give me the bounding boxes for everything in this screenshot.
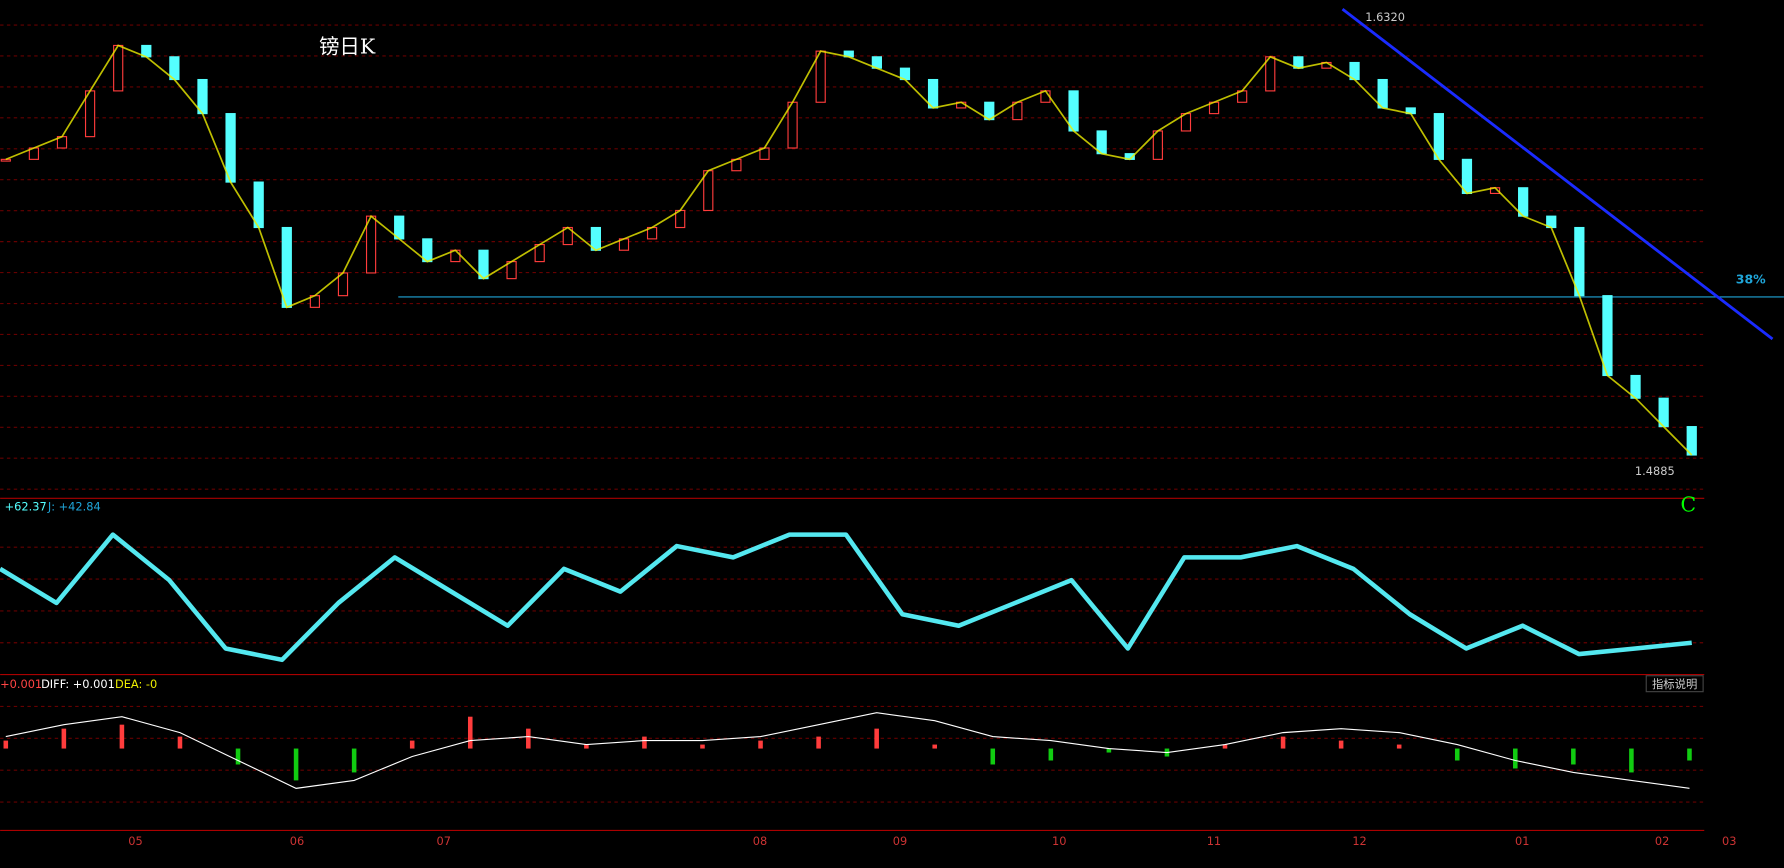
- diff-value: DIFF: +0.001: [41, 677, 115, 691]
- macd-bar: [1687, 748, 1692, 761]
- macd-bar: [3, 740, 9, 749]
- candle: [1574, 226, 1585, 297]
- date-label: 05: [128, 834, 142, 848]
- candle: [225, 113, 236, 183]
- macd-bar: [119, 724, 125, 749]
- candle: [113, 44, 124, 92]
- macd-bar: [1048, 748, 1054, 761]
- date-label: 01: [1515, 834, 1529, 848]
- macd-bar: [61, 728, 67, 749]
- macd-bar: [1629, 748, 1634, 773]
- macd-bar: [1513, 748, 1518, 769]
- high-label: 1.6320: [1365, 10, 1405, 24]
- k-line: [0, 532, 1692, 663]
- k-value: +62.37: [5, 499, 47, 513]
- macd-bar: [1454, 748, 1460, 761]
- macd-bar: [235, 748, 241, 765]
- candle: [787, 101, 798, 149]
- macd-bar: [816, 736, 821, 749]
- macd-bar: [177, 736, 183, 749]
- candle: [281, 226, 292, 308]
- candle: [815, 50, 826, 103]
- date-label: 06: [290, 834, 304, 848]
- macd-bar: [874, 728, 879, 749]
- date-label: 09: [893, 834, 907, 848]
- macd-bar: [467, 716, 473, 749]
- macd-bar: [526, 728, 531, 749]
- fib-label: 38%: [1736, 271, 1766, 286]
- chart-title: 镑日K: [319, 34, 376, 58]
- date-label: 02: [1655, 834, 1669, 848]
- candle: [0, 158, 11, 162]
- grid: [0, 24, 1705, 803]
- date-label: 10: [1052, 834, 1066, 848]
- macd-bar: [1338, 740, 1344, 749]
- indicator-help-text[interactable]: 指标说明: [1652, 677, 1697, 691]
- date-label: 08: [753, 834, 767, 848]
- trend-line: [1341, 7, 1774, 341]
- macd-bar: [990, 748, 996, 765]
- wave-label: C: [1680, 493, 1696, 517]
- candle: [1433, 113, 1444, 160]
- low-label: 1.4885: [1635, 464, 1675, 478]
- macd-bar: [1396, 744, 1402, 749]
- candle: [253, 181, 264, 229]
- candle: [365, 215, 377, 274]
- macd-bar: [293, 748, 299, 781]
- close-line: [5, 44, 1693, 456]
- macd-bar: [1280, 736, 1286, 749]
- dea-value: DEA: -0: [115, 677, 157, 691]
- macd-bar: [700, 744, 705, 749]
- diff-line: [5, 712, 1690, 789]
- date-label: 11: [1207, 834, 1221, 848]
- macd-bar: [1106, 748, 1112, 753]
- macd-bar: [584, 744, 589, 749]
- candle: [84, 90, 96, 138]
- macd-bar: [642, 736, 647, 749]
- date-label: 12: [1352, 834, 1366, 848]
- candle: [1602, 295, 1613, 377]
- date-label: 07: [437, 834, 451, 848]
- macd-bar: [932, 744, 937, 749]
- macd-bar: [1222, 744, 1228, 749]
- macd-value: +0.001: [0, 677, 42, 691]
- macd-bar: [409, 740, 415, 749]
- macd-bar: [758, 740, 763, 749]
- macd-bar: [1571, 748, 1576, 765]
- macd-bar: [351, 748, 357, 773]
- date-label: 03: [1722, 834, 1736, 848]
- indicator-help-button[interactable]: [1645, 675, 1704, 693]
- j-value: J: +42.84: [47, 499, 101, 513]
